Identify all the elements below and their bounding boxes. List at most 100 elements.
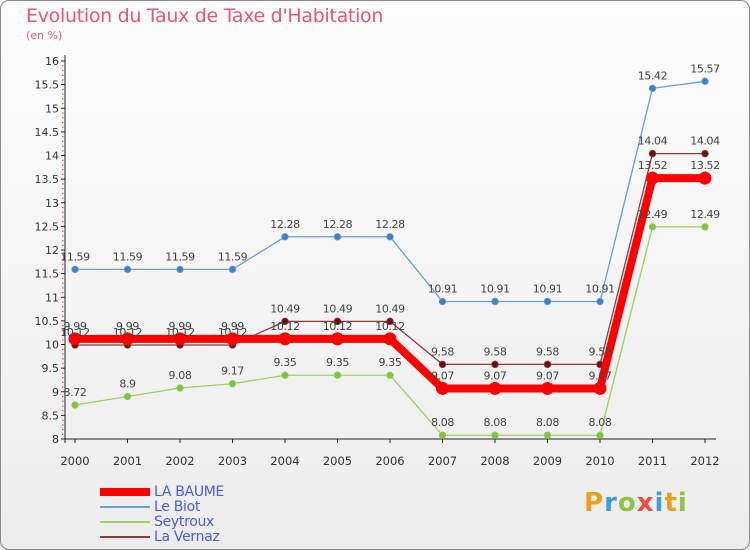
data-label-le-biot: 15.42 [638, 69, 668, 82]
y-minor-tick [62, 69, 64, 72]
data-point-la-baume [646, 171, 659, 185]
y-tick-label: 11 [45, 291, 59, 304]
x-tick-label: 2011 [638, 454, 667, 468]
y-minor-tick [62, 211, 64, 213]
legend-item-seytroux: Seytroux [100, 514, 224, 530]
data-label-seytroux: 8.08 [431, 416, 454, 429]
y-minor-tick [62, 235, 64, 237]
x-tick-label: 2012 [690, 454, 719, 468]
y-minor-tick [62, 405, 64, 407]
data-label-seytroux: 8.08 [536, 416, 559, 429]
data-label-la-vernaz: 10.12 [60, 326, 90, 339]
data-label-la-vernaz: 9.58 [536, 345, 559, 358]
y-minor-tick [62, 419, 64, 421]
y-minor-tick [62, 159, 64, 161]
y-minor-tick [62, 301, 64, 303]
y-minor-tick [62, 310, 64, 313]
data-point-seytroux [228, 380, 237, 388]
data-point-seytroux [71, 401, 79, 409]
x-tick-label: 2006 [375, 454, 404, 468]
y-tick-label: 11.5 [35, 268, 60, 281]
data-point-la-baume [593, 381, 607, 395]
data-label-la-vernaz: 10.12 [218, 326, 248, 339]
y-minor-tick [62, 103, 64, 105]
data-point-le-biot [438, 297, 447, 306]
data-label-la-baume: 13.52 [638, 159, 668, 172]
y-minor-tick [62, 164, 64, 166]
data-point-seytroux [596, 431, 604, 439]
data-point-le-biot [701, 77, 709, 86]
y-tick-label: 8 [52, 433, 59, 446]
x-tick-label: 2005 [323, 454, 352, 468]
legend-swatch [100, 487, 150, 496]
y-minor-tick [62, 197, 64, 199]
data-point-le-biot [228, 265, 237, 274]
y-minor-tick [62, 424, 64, 426]
data-point-la-baume [383, 332, 397, 346]
data-point-le-biot [71, 265, 79, 274]
y-minor-tick [62, 145, 64, 147]
y-minor-tick [62, 169, 64, 171]
data-label-la-vernaz: 14.04 [638, 135, 668, 148]
data-point-la-vernaz [438, 360, 447, 369]
data-label-la-baume: 9.07 [536, 369, 559, 382]
legend-swatch [100, 535, 150, 538]
y-tick-label: 15 [45, 102, 59, 115]
legend-item-la-baume: LA BAUME [100, 484, 224, 500]
y-tick-label: 15.5 [35, 79, 60, 92]
y-minor-tick [62, 188, 64, 190]
logo-letter: r [604, 488, 618, 518]
y-minor-tick [62, 121, 64, 124]
y-minor-tick [62, 230, 64, 232]
data-point-la-baume [226, 332, 239, 346]
y-minor-tick [62, 353, 64, 355]
y-minor-tick [62, 263, 64, 265]
data-point-seytroux [333, 371, 342, 379]
data-point-la-baume [173, 332, 187, 346]
data-point-seytroux [438, 431, 447, 439]
data-point-le-biot [333, 233, 342, 241]
data-point-la-baume [541, 381, 554, 395]
data-label-la-baume: 10.12 [375, 320, 405, 333]
data-point-le-biot [543, 297, 552, 306]
data-label-le-biot: 12.28 [375, 218, 405, 231]
data-label-le-biot: 10.91 [533, 283, 563, 296]
y-minor-tick [62, 173, 64, 176]
data-label-la-vernaz: 9.58 [484, 345, 507, 358]
y-minor-tick [62, 88, 64, 91]
data-label-la-vernaz: 10.12 [113, 326, 143, 339]
series-line-le-biot [75, 80, 706, 303]
y-tick-label: 9 [52, 386, 59, 399]
x-tick-label: 2007 [428, 454, 457, 468]
y-minor-tick [62, 329, 64, 332]
y-minor-tick [62, 306, 64, 308]
y-minor-tick [62, 254, 64, 256]
data-label-le-biot: 10.91 [585, 283, 615, 296]
y-minor-tick [62, 410, 64, 412]
data-label-le-biot: 11.59 [60, 250, 90, 263]
data-label-le-biot: 12.28 [270, 218, 300, 231]
y-minor-tick [62, 244, 64, 246]
y-minor-tick [62, 395, 64, 398]
proxiti-logo: Proxiti [584, 488, 688, 518]
logo-letter: t [664, 488, 678, 518]
y-minor-tick [62, 192, 64, 194]
data-point-la-baume [488, 381, 502, 395]
y-minor-tick [62, 377, 64, 379]
logo-letter: o [617, 488, 637, 518]
legend: LA BAUME Le Biot Seytroux La Vernaz [100, 484, 224, 545]
x-tick-label: 2002 [165, 454, 194, 468]
y-tick-label: 9.5 [42, 362, 60, 375]
y-minor-tick [62, 325, 64, 327]
x-tick-label: 2009 [533, 454, 562, 468]
y-minor-tick [62, 429, 64, 431]
data-label-le-biot: 10.91 [480, 283, 510, 296]
y-minor-tick [62, 206, 64, 209]
data-point-la-vernaz [701, 149, 709, 158]
y-minor-tick [62, 216, 64, 218]
data-point-la-vernaz [648, 149, 657, 158]
data-label-la-baume: 9.99 [169, 320, 192, 333]
data-label-seytroux: 8.72 [64, 386, 87, 399]
y-tick-label: 10 [45, 339, 59, 352]
